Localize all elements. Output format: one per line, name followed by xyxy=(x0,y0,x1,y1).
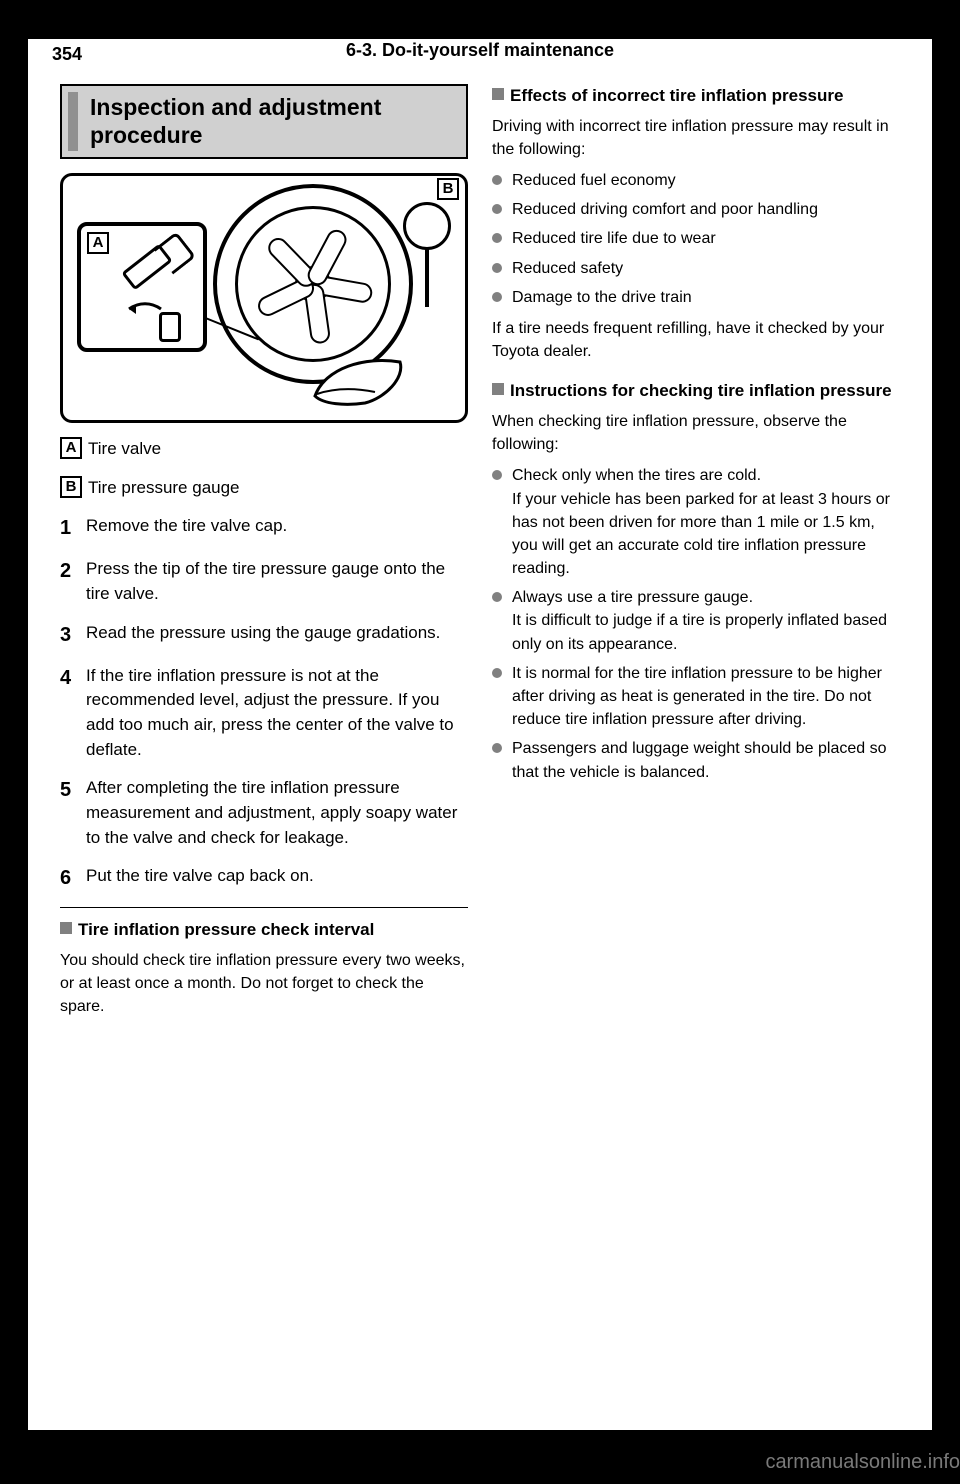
callout-a: A xyxy=(60,437,82,459)
step-num: 1 xyxy=(60,514,86,543)
step-num: 3 xyxy=(60,621,86,650)
info-outro: If a tire needs frequent refilling, have… xyxy=(492,317,900,363)
info-block: Instructions for checking tire inflation… xyxy=(492,379,900,783)
bullet-item: It is normal for the tire inflation pres… xyxy=(492,662,900,732)
callout-a-in-figure: A xyxy=(87,232,109,254)
bullet-text: Reduced safety xyxy=(512,257,900,280)
note-body: You should check tire inflation pressure… xyxy=(60,949,468,1019)
info-intro: Driving with incorrect tire inflation pr… xyxy=(492,115,900,161)
bullet-text: Reduced driving comfort and poor handlin… xyxy=(512,198,900,221)
step-text: If the tire inflation pressure is not at… xyxy=(86,664,468,763)
heading-accent xyxy=(68,92,78,151)
info-intro: When checking tire inflation pressure, o… xyxy=(492,410,900,456)
bullet-item: Check only when the tires are cold. If y… xyxy=(492,464,900,580)
arrow-icon xyxy=(127,300,163,318)
note-title: Tire inflation pressure check interval xyxy=(78,920,374,939)
legend-a: A Tire valve xyxy=(60,437,468,462)
section-heading: Inspection and adjustment procedure xyxy=(60,84,468,159)
step-text: Remove the tire valve cap. xyxy=(86,514,468,543)
divider xyxy=(60,907,468,908)
bullet-text: Damage to the drive train xyxy=(512,286,900,309)
square-bullet-icon xyxy=(60,922,72,934)
step-num: 5 xyxy=(60,776,86,850)
bullet-text: Reduced fuel economy xyxy=(512,169,900,192)
dot-icon xyxy=(492,464,512,580)
legend-b: B Tire pressure gauge xyxy=(60,476,468,501)
square-bullet-icon xyxy=(492,88,504,100)
bullet-item: Always use a tire pressure gauge. It is … xyxy=(492,586,900,656)
bullet-text: It is normal for the tire inflation pres… xyxy=(512,662,900,732)
bullet-item: Reduced driving comfort and poor handlin… xyxy=(492,198,900,221)
rule-top xyxy=(28,36,932,39)
step: 6Put the tire valve cap back on. xyxy=(60,864,468,893)
bullet-text: Reduced tire life due to wear xyxy=(512,227,900,250)
dot-icon xyxy=(492,227,512,250)
dot-icon xyxy=(492,257,512,280)
info-title: Instructions for checking tire inflation… xyxy=(510,381,892,400)
page-number: 354 xyxy=(52,44,82,65)
dot-icon xyxy=(492,662,512,732)
page: 354 6-3. Do-it-yourself maintenance Insp… xyxy=(28,36,932,1430)
legend-b-text: Tire pressure gauge xyxy=(88,476,468,501)
dot-icon xyxy=(492,586,512,656)
bullet-item: Reduced fuel economy xyxy=(492,169,900,192)
info-title: Effects of incorrect tire inflation pres… xyxy=(510,86,843,105)
bullet-item: Passengers and luggage weight should be … xyxy=(492,737,900,783)
callout-b: B xyxy=(60,476,82,498)
info-block: Effects of incorrect tire inflation pres… xyxy=(492,84,900,363)
step: 1Remove the tire valve cap. xyxy=(60,514,468,543)
step-num: 2 xyxy=(60,557,86,606)
step-text: Put the tire valve cap back on. xyxy=(86,864,468,893)
bullet-text: Passengers and luggage weight should be … xyxy=(512,737,900,783)
step: 4If the tire inflation pressure is not a… xyxy=(60,664,468,763)
bullet-text: Check only when the tires are cold. If y… xyxy=(512,464,900,580)
square-bullet-icon xyxy=(492,383,504,395)
hand-illustration xyxy=(305,348,415,408)
dot-icon xyxy=(492,169,512,192)
chapter-header: 354 6-3. Do-it-yourself maintenance xyxy=(28,40,932,61)
step-num: 4 xyxy=(60,664,86,763)
step: 2Press the tip of the tire pressure gaug… xyxy=(60,557,468,606)
dot-icon xyxy=(492,286,512,309)
legend-a-text: Tire valve xyxy=(88,437,468,462)
callout-b-in-figure: B xyxy=(437,178,459,200)
column-right: Effects of incorrect tire inflation pres… xyxy=(492,84,900,796)
bullet-text: Always use a tire pressure gauge. It is … xyxy=(512,586,900,656)
bullet-item: Reduced safety xyxy=(492,257,900,280)
figure-inset-valve: A xyxy=(77,222,207,352)
column-left: Inspection and adjustment procedure A xyxy=(60,84,468,1030)
step-text: Read the pressure using the gauge gradat… xyxy=(86,621,468,650)
footer-watermark: carmanualsonline.info xyxy=(765,1451,960,1474)
step-num: 6 xyxy=(60,864,86,893)
step: 5After completing the tire inflation pre… xyxy=(60,776,468,850)
dot-icon xyxy=(492,737,512,783)
step-text: After completing the tire inflation pres… xyxy=(86,776,468,850)
step-text: Press the tip of the tire pressure gauge… xyxy=(86,557,468,606)
section-title: Inspection and adjustment procedure xyxy=(62,86,466,157)
chapter-name: 6-3. Do-it-yourself maintenance xyxy=(346,40,614,60)
note-block: Tire inflation pressure check interval Y… xyxy=(60,918,468,1018)
figure-tire-gauge: A B xyxy=(60,173,468,423)
step: 3Read the pressure using the gauge grada… xyxy=(60,621,468,650)
gauge-illustration xyxy=(403,202,451,250)
bullet-item: Damage to the drive train xyxy=(492,286,900,309)
bullet-item: Reduced tire life due to wear xyxy=(492,227,900,250)
dot-icon xyxy=(492,198,512,221)
